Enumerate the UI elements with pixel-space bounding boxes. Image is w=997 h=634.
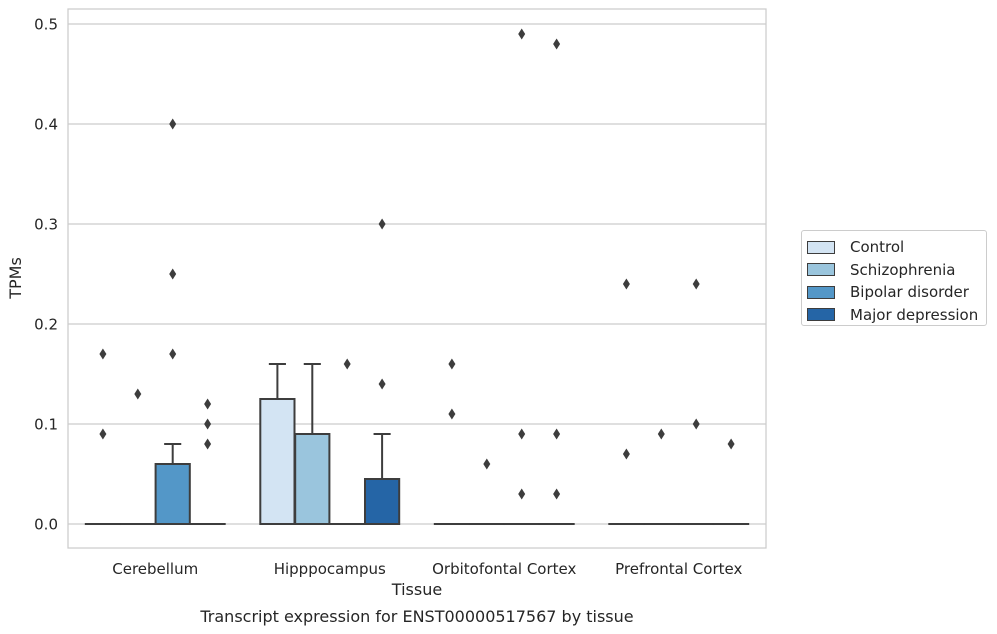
- outlier-marker: [448, 408, 456, 420]
- x-tick-label: Orbitofontal Cortex: [432, 560, 576, 578]
- x-axis-label: Tissue: [391, 580, 442, 599]
- box-major-depression: [712, 438, 750, 526]
- box-bipolar-disorder: [154, 118, 191, 525]
- outlier-marker: [692, 418, 700, 430]
- legend-swatch: [807, 285, 835, 299]
- legend-item: Major depression: [807, 304, 986, 327]
- box-major-depression: [538, 38, 575, 526]
- box-schizophrenia: [119, 388, 156, 526]
- box-body: [154, 463, 191, 525]
- chart-title: Transcript expression for ENST0000051756…: [199, 607, 633, 626]
- outlier-marker: [483, 458, 491, 470]
- outlier-marker: [99, 348, 107, 360]
- y-tick-label: 0.4: [34, 116, 58, 134]
- legend-label: Schizophrenia: [850, 260, 956, 279]
- outlier-marker: [169, 348, 177, 360]
- legend-item: Schizophrenia: [807, 259, 986, 282]
- outlier-marker: [204, 398, 212, 410]
- boxes-layer: [84, 28, 750, 526]
- outlier-marker: [169, 118, 177, 130]
- outlier-marker: [657, 428, 665, 440]
- outlier-marker: [622, 278, 630, 290]
- outlier-marker: [134, 388, 142, 400]
- box-schizophrenia: [294, 363, 331, 525]
- legend-label: Bipolar disorder: [850, 283, 969, 302]
- outlier-marker: [518, 488, 526, 500]
- outlier-marker: [99, 428, 107, 440]
- outlier-marker: [518, 28, 526, 40]
- legend-label: Major depression: [850, 305, 979, 324]
- outlier-marker: [343, 358, 351, 370]
- box-bipolar-disorder: [678, 278, 715, 526]
- y-tick-label: 0.2: [34, 316, 58, 334]
- outlier-marker: [692, 278, 700, 290]
- y-tick-label: 0.3: [34, 216, 58, 234]
- outlier-marker: [169, 268, 177, 280]
- outlier-marker: [204, 418, 212, 430]
- plot-background: [68, 9, 766, 548]
- x-tick-label: Prefrontal Cortex: [615, 560, 742, 578]
- box-bipolar-disorder: [329, 358, 366, 526]
- legend: Control Schizophrenia Bipolar disorder Majo…: [801, 230, 987, 326]
- outlier-marker: [204, 438, 212, 450]
- y-tick-label: 0.1: [34, 416, 58, 434]
- legend-item: Bipolar disorder: [807, 281, 986, 304]
- box-major-depression: [363, 218, 401, 525]
- plot-frame: [67, 8, 767, 549]
- outlier-marker: [553, 428, 561, 440]
- outlier-marker: [553, 488, 561, 500]
- x-tick-label: Cerebellum: [112, 560, 198, 578]
- box-control: [608, 278, 645, 526]
- box-major-depression: [189, 398, 226, 526]
- box-body: [363, 478, 401, 525]
- outlier-marker: [553, 38, 561, 50]
- legend-item: Control: [807, 236, 986, 259]
- outlier-marker: [622, 448, 630, 460]
- y-tick-label: 0.0: [34, 516, 58, 534]
- y-tick-labels: 0.0 0.1 0.2 0.3 0.4 0.5: [34, 16, 58, 534]
- legend-label: Control: [850, 238, 905, 257]
- outlier-marker: [727, 438, 735, 450]
- box-body: [259, 398, 296, 525]
- outlier-marker: [378, 218, 386, 230]
- outlier-marker: [448, 358, 456, 370]
- y-tick-label: 0.5: [34, 16, 58, 34]
- outlier-marker: [518, 428, 526, 440]
- x-tick-label: Hipppocampus: [274, 560, 386, 578]
- box-control: [259, 363, 296, 525]
- outlier-marker: [378, 378, 386, 390]
- legend-swatch: [807, 308, 835, 322]
- x-tick-labels: Cerebellum Hipppocampus Orbitofontal Corte…: [112, 560, 742, 578]
- box-body: [294, 433, 331, 525]
- legend-swatch: [807, 263, 835, 277]
- legend-swatch: [807, 240, 835, 254]
- y-axis-label: TPMs: [6, 257, 25, 300]
